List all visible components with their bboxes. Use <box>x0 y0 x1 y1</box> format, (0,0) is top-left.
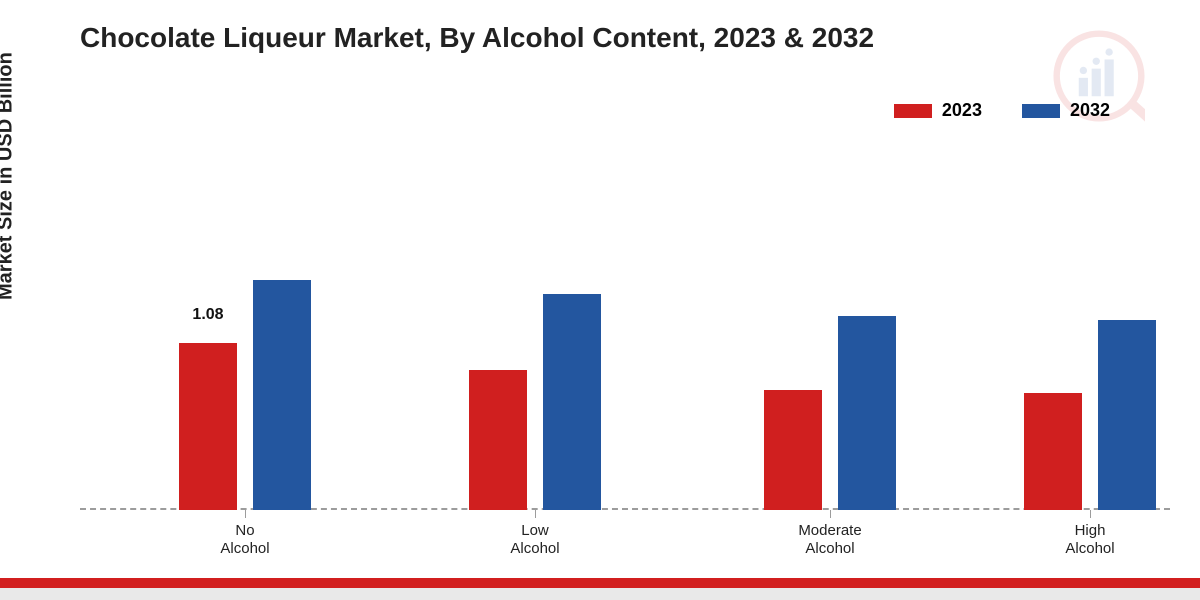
bar-group <box>469 294 601 510</box>
x-tick <box>535 510 536 518</box>
bar-group <box>764 316 896 510</box>
x-tick <box>1090 510 1091 518</box>
plot-area: No AlcoholLow AlcoholModerate AlcoholHig… <box>80 140 1170 510</box>
footer-gray-bar <box>0 588 1200 600</box>
y-axis-label: Market Size in USD Billion <box>0 52 18 300</box>
x-axis-category-label: No Alcohol <box>220 522 269 558</box>
bar-group <box>1024 320 1156 510</box>
bar <box>1024 393 1082 510</box>
legend-swatch-2032 <box>1022 104 1060 118</box>
x-axis-category-label: Low Alcohol <box>510 522 559 558</box>
legend-item-2032: 2032 <box>1022 100 1110 121</box>
legend-item-2023: 2023 <box>894 100 982 121</box>
x-tick <box>830 510 831 518</box>
x-axis-category-label: High Alcohol <box>1065 522 1114 558</box>
bar <box>253 280 311 510</box>
bar <box>1098 320 1156 510</box>
bar <box>838 316 896 510</box>
bar <box>469 370 527 510</box>
x-tick <box>245 510 246 518</box>
legend-label-2032: 2032 <box>1070 100 1110 121</box>
legend-label-2023: 2023 <box>942 100 982 121</box>
chart-title: Chocolate Liqueur Market, By Alcohol Con… <box>80 22 874 54</box>
bar <box>179 343 237 510</box>
bar-value-label: 1.08 <box>192 306 223 324</box>
bar <box>764 390 822 510</box>
bar <box>543 294 601 510</box>
x-axis-category-label: Moderate Alcohol <box>798 522 861 558</box>
footer-red-bar <box>0 578 1200 588</box>
legend-swatch-2023 <box>894 104 932 118</box>
legend: 2023 2032 <box>894 100 1110 121</box>
